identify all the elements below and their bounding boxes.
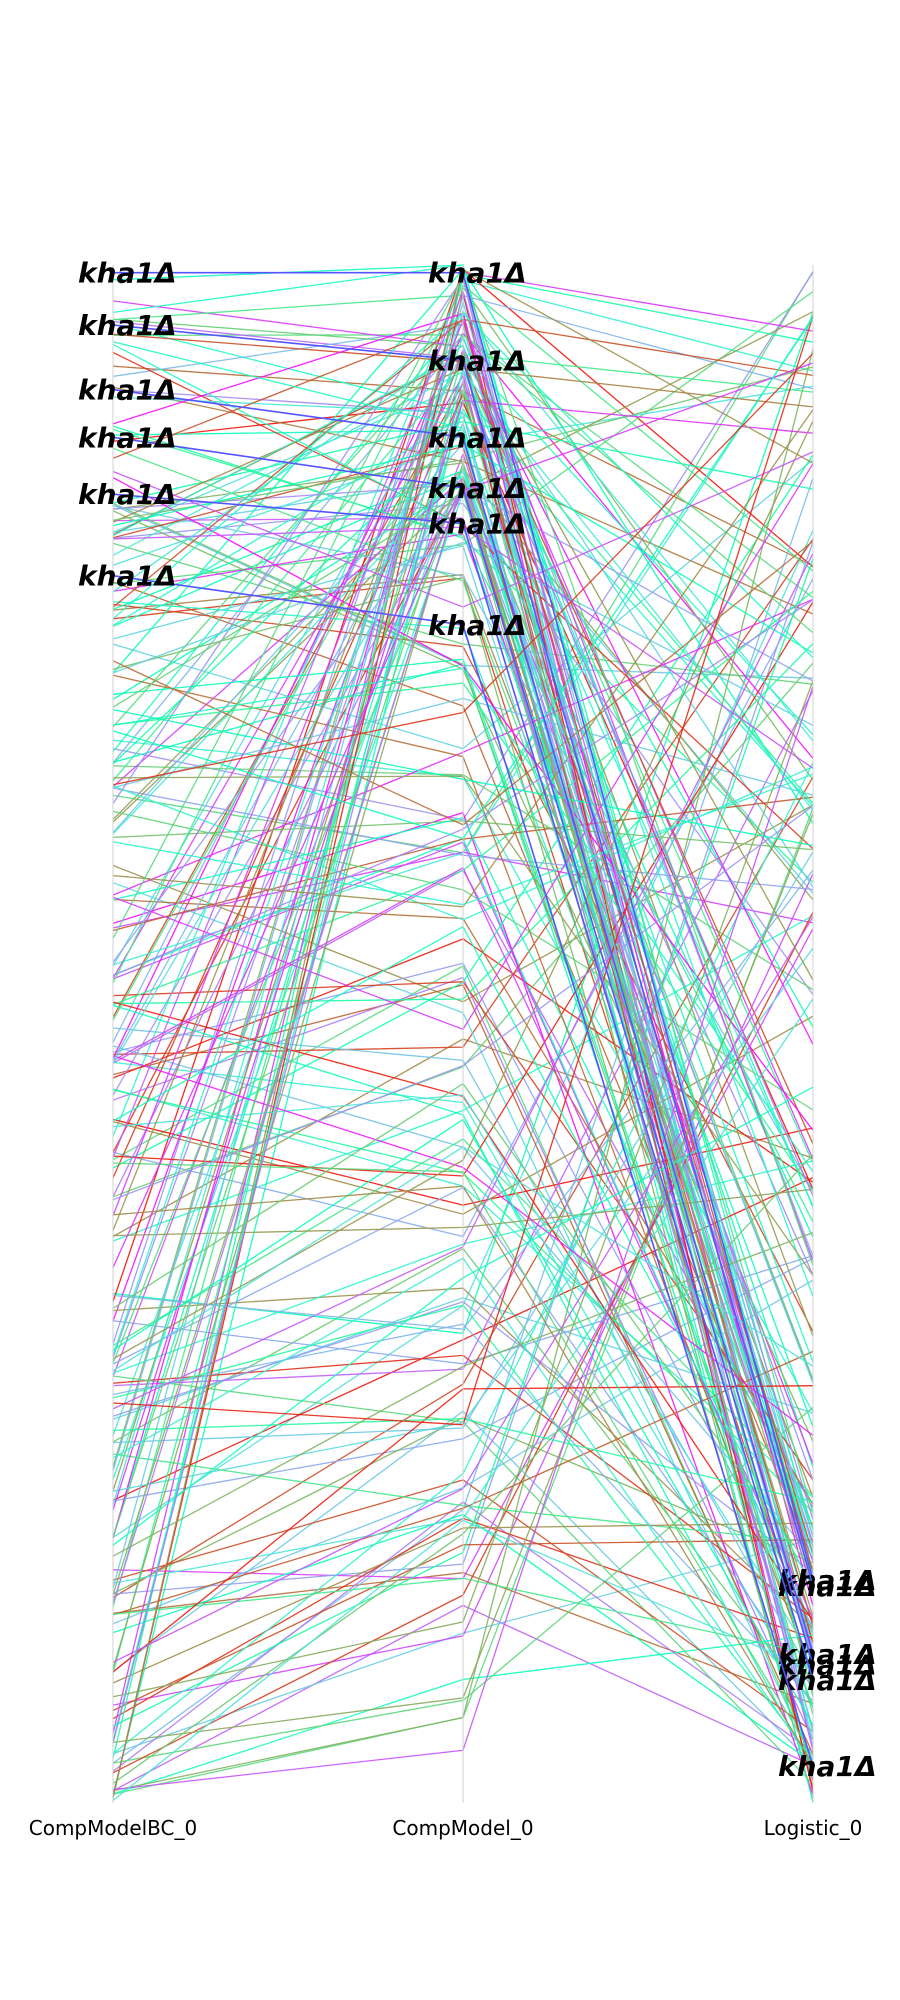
- highlighted-line: [112, 324, 814, 1587]
- highlighted-line: [113, 271, 814, 1581]
- gene-label: kha1Δ: [428, 257, 527, 290]
- gene-label: kha1Δ: [428, 421, 527, 454]
- gene-label: kha1Δ: [78, 309, 177, 342]
- highlighted-line: [112, 493, 814, 1681]
- gene-label: kha1Δ: [428, 507, 527, 540]
- axes: CompModelBC_0 CompModel_0 Logistic_0: [29, 265, 863, 1840]
- gene-label: kha1Δ: [778, 1664, 877, 1697]
- highlighted-line: [112, 574, 814, 1767]
- axis-label: CompModel_0: [392, 1816, 533, 1840]
- gene-label: kha1Δ: [78, 421, 177, 454]
- highlight-labels: kha1Δ kha1Δkha1Δkha1Δkha1Δkha1Δkha1Δkha1Δ…: [78, 257, 877, 1783]
- gene-label: kha1Δ: [428, 609, 527, 642]
- gene-label: kha1Δ: [428, 472, 527, 505]
- axis-label: CompModelBC_0: [29, 1816, 198, 1840]
- highlighted-line: [112, 388, 814, 1655]
- gene-label: kha1Δ: [78, 374, 177, 407]
- gene-label: kha1Δ: [778, 1750, 877, 1783]
- axis-label: Logistic_0: [764, 1816, 863, 1840]
- gene-label: kha1Δ: [428, 344, 527, 377]
- gene-label: kha1Δ: [78, 257, 177, 290]
- gene-label: kha1Δ: [78, 560, 177, 593]
- gene-label: kha1Δ: [778, 1638, 877, 1671]
- highlighted-line: [112, 436, 814, 1665]
- gene-label: kha1Δ: [78, 478, 177, 511]
- gene-label: kha1Δ: [778, 1649, 877, 1682]
